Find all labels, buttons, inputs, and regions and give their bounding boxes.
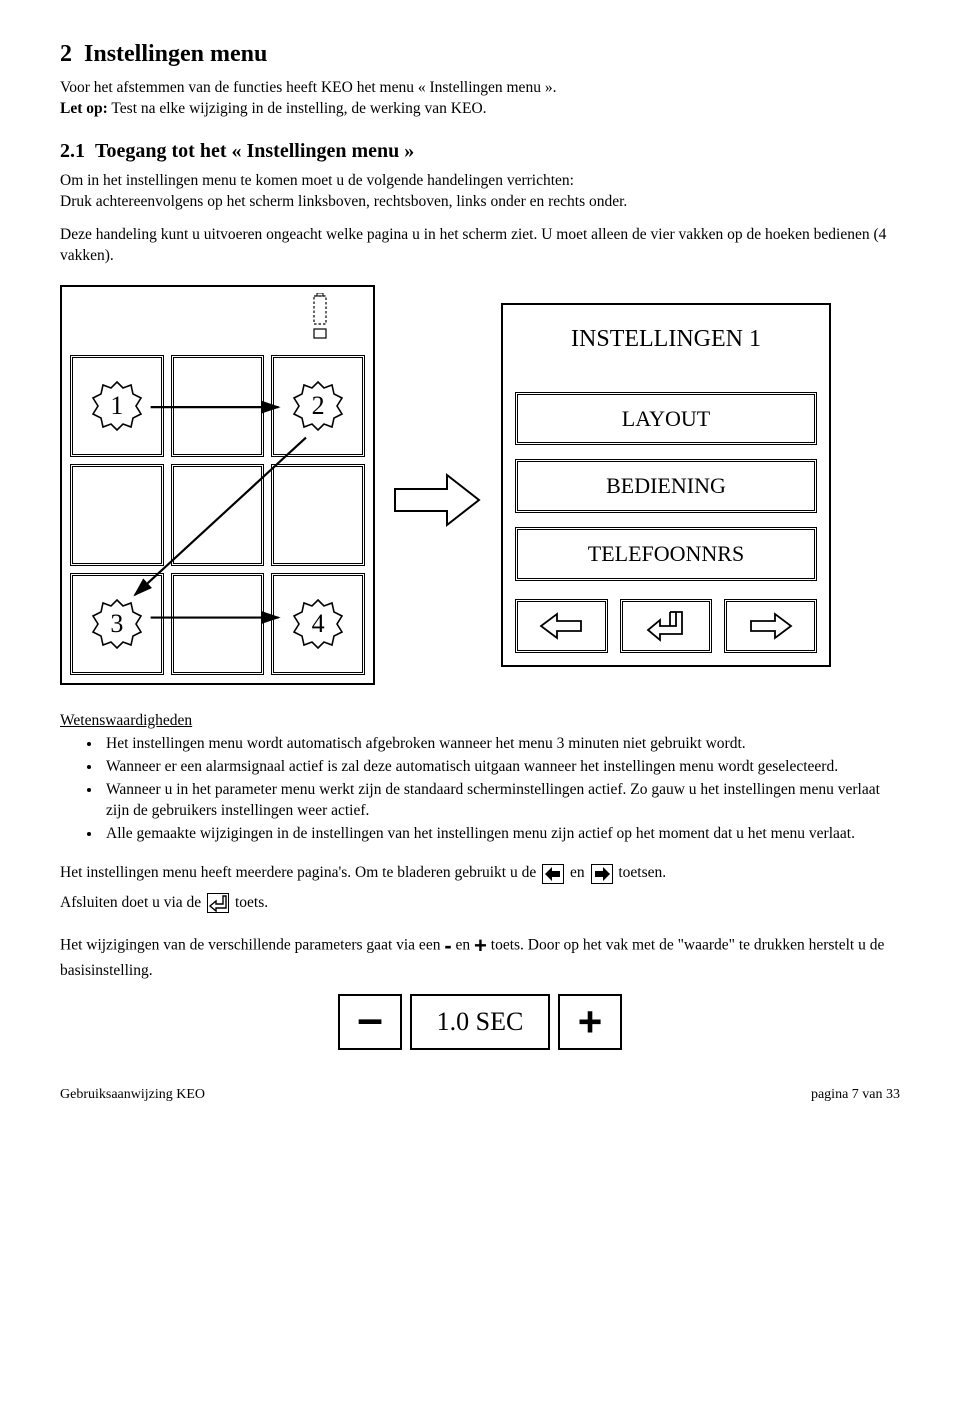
- subsection-title-text: Toegang tot het « Instellingen menu »: [95, 140, 414, 162]
- nav-text-d: Afsluiten doet u via de: [60, 894, 205, 911]
- grid-cell-9[interactable]: 4: [271, 573, 365, 675]
- corner-4-label: 4: [312, 606, 325, 641]
- diagram-row: 1 2: [60, 285, 900, 685]
- grid-cell-1[interactable]: 1: [70, 355, 164, 457]
- nav-next-button[interactable]: [724, 599, 817, 653]
- corner-2-label: 2: [312, 388, 325, 423]
- corner-3-label: 3: [110, 606, 123, 641]
- nav-text-a: Het instellingen menu heeft meerdere pag…: [60, 864, 540, 881]
- minus-symbol: -: [444, 933, 451, 958]
- intro-bold: Let op:: [60, 100, 108, 117]
- subsection-title: 2.1 Toegang tot het « Instellingen menu …: [60, 138, 900, 165]
- settings-item-bediening[interactable]: BEDIENING: [515, 459, 817, 513]
- intro-paragraph: Voor het afstemmen van de functies heeft…: [60, 78, 900, 120]
- screen-grid: 1 2: [60, 285, 375, 685]
- subsection-number: 2.1: [60, 140, 85, 162]
- subsection-paragraph-2: Deze handeling kunt u uitvoeren ongeacht…: [60, 225, 900, 267]
- arrow-right-icon: [749, 612, 793, 640]
- inline-arrow-right-icon: [591, 864, 613, 884]
- nav-text-e: toets.: [235, 894, 268, 911]
- grid-cell-6: [271, 464, 365, 566]
- subsection-paragraph-1: Om in het instellingen menu te komen moe…: [60, 171, 900, 213]
- list-item: Alle gemaakte wijzigingen in de instelli…: [102, 824, 900, 845]
- grid-cell-7[interactable]: 3: [70, 573, 164, 675]
- corner-1-label: 1: [110, 388, 123, 423]
- wetenswaardigheden-list: Het instellingen menu wordt automatisch …: [60, 734, 900, 845]
- star-1: 1: [91, 380, 143, 432]
- intro-line-1: Voor het afstemmen van de functies heeft…: [60, 79, 556, 96]
- sub-p2: Druk achtereenvolgens op het scherm link…: [60, 193, 627, 210]
- grid-cell-8: [171, 573, 265, 675]
- arrow-left-icon: [539, 612, 583, 640]
- wetenswaardigheden-heading: Wetenswaardigheden: [60, 711, 900, 732]
- nav-prev-button[interactable]: [515, 599, 608, 653]
- nav-enter-button[interactable]: [620, 599, 713, 653]
- star-4: 4: [292, 598, 344, 650]
- settings-item-layout[interactable]: LAYOUT: [515, 392, 817, 446]
- settings-nav: [515, 599, 817, 653]
- decrement-button[interactable]: –: [338, 994, 402, 1050]
- increment-button[interactable]: +: [558, 994, 622, 1050]
- sec-value-display[interactable]: 1.0 SEC: [410, 994, 550, 1050]
- plus-symbol: +: [474, 933, 487, 958]
- list-item: Wanneer er een alarmsignaal actief is za…: [102, 757, 900, 778]
- grid-top-bar: [62, 287, 373, 347]
- wijzigingen-paragraph: Het wijzigingen van de verschillende par…: [60, 931, 900, 982]
- section-number: 2: [60, 41, 72, 67]
- list-item: Wanneer u in het parameter menu werkt zi…: [102, 780, 900, 822]
- grid-cells: 1 2: [70, 355, 365, 675]
- section-title: 2 Instellingen menu: [60, 38, 900, 70]
- arrow-to-settings-icon: [393, 471, 483, 529]
- footer-left: Gebruiksaanwijzing KEO: [60, 1086, 205, 1105]
- section-title-text: Instellingen menu: [84, 41, 267, 67]
- sec-adjust-row: – 1.0 SEC +: [60, 994, 900, 1050]
- wijz-b: en: [456, 937, 475, 954]
- battery-icon: [313, 293, 327, 339]
- settings-panel: INSTELLINGEN 1 LAYOUT BEDIENING TELEFOON…: [501, 303, 831, 666]
- settings-header: INSTELLINGEN 1: [515, 317, 817, 377]
- star-3: 3: [91, 598, 143, 650]
- enter-arrow-icon: [646, 610, 686, 642]
- grid-cell-3[interactable]: 2: [271, 355, 365, 457]
- list-item: Het instellingen menu wordt automatisch …: [102, 734, 900, 755]
- inline-enter-icon: [207, 893, 229, 913]
- intro-rest: Test na elke wijziging in de instelling,…: [108, 100, 487, 117]
- grid-cell-5: [171, 464, 265, 566]
- nav-text-c: toetsen.: [618, 864, 666, 881]
- grid-cell-4: [70, 464, 164, 566]
- footer-right: pagina 7 van 33: [811, 1086, 900, 1105]
- star-2: 2: [292, 380, 344, 432]
- grid-main: 1 2: [62, 347, 373, 683]
- nav-paragraph: Het instellingen menu heeft meerdere pag…: [60, 858, 900, 917]
- sub-p1: Om in het instellingen menu te komen moe…: [60, 172, 574, 189]
- nav-text-b: en: [570, 864, 589, 881]
- settings-item-telefoonnrs[interactable]: TELEFOONNRS: [515, 527, 817, 581]
- inline-arrow-left-icon: [542, 864, 564, 884]
- wijz-a: Het wijzigingen van de verschillende par…: [60, 937, 444, 954]
- grid-cell-2: [171, 355, 265, 457]
- page-footer: Gebruiksaanwijzing KEO pagina 7 van 33: [60, 1086, 900, 1105]
